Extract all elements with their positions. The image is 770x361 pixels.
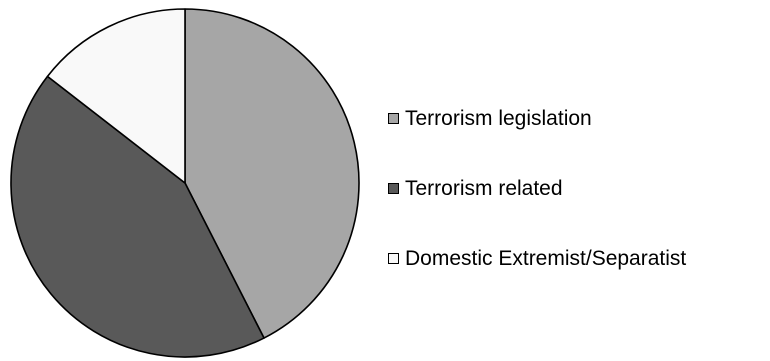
legend-item-terrorism-related: Terrorism related [388,170,768,206]
pie-slice-terrorism-related [10,75,265,358]
legend-item-terrorism-legislation: Terrorism legislation [388,100,768,136]
legend-label-terrorism-related: Terrorism related [405,176,563,200]
legend-item-domestic-extremist-separatist: Domestic Extremist/Separatist [388,240,768,276]
legend-label-domestic-extremist-separatist: Domestic Extremist/Separatist [405,246,687,270]
pie-slice-terrorism-legislation [184,8,360,339]
legend-swatch-terrorism-related [388,182,399,194]
legend-label-terrorism-legislation: Terrorism legislation [405,106,592,130]
pie-slices [10,8,360,358]
pie-slice-domestic-extremist-separatist [46,8,186,184]
legend: Terrorism legislation Terrorism related … [388,100,768,310]
legend-swatch-terrorism-legislation [388,112,399,124]
legend-swatch-domestic-extremist-separatist [388,252,399,264]
